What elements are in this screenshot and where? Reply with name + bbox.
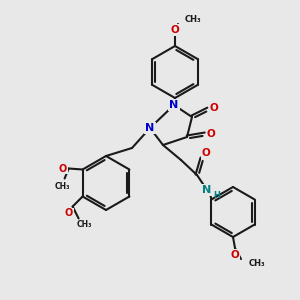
Text: CH₃: CH₃ <box>55 182 70 191</box>
Text: O: O <box>64 208 73 218</box>
Text: CH₃: CH₃ <box>77 220 92 229</box>
Text: CH₃: CH₃ <box>185 16 202 25</box>
Text: N: N <box>202 185 211 195</box>
Text: O: O <box>58 164 67 173</box>
Text: O: O <box>202 148 210 158</box>
Text: O: O <box>231 250 239 260</box>
Text: H: H <box>213 190 220 200</box>
Text: O: O <box>207 129 215 139</box>
Text: N: N <box>169 100 178 110</box>
Text: O: O <box>210 103 218 113</box>
Text: CH₃: CH₃ <box>249 260 266 268</box>
Text: N: N <box>146 123 154 133</box>
Text: O: O <box>171 25 179 35</box>
